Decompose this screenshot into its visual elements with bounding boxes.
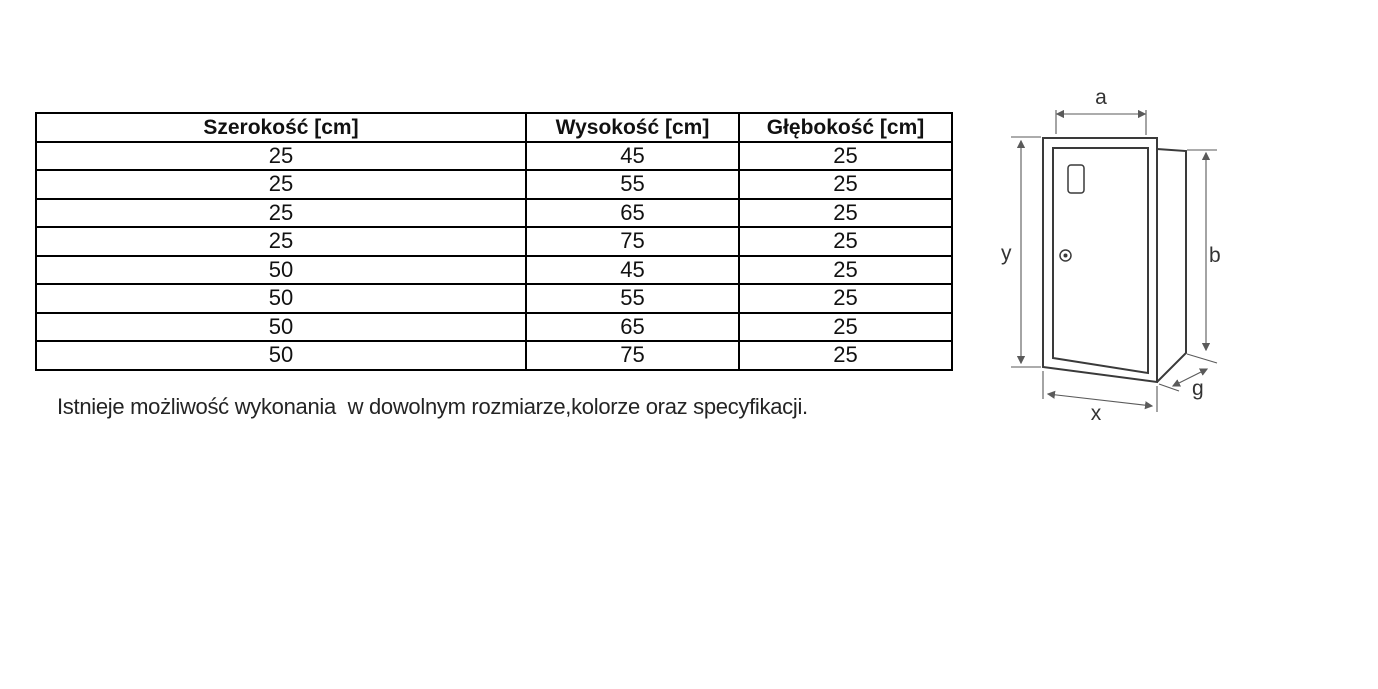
cell-height: 55	[525, 169, 740, 200]
table-row: 50 55 25	[35, 283, 953, 314]
cell-height: 45	[525, 140, 740, 171]
table-row: 50 65 25	[35, 311, 953, 342]
dimensions-table: Szerokość [cm] Wysokość [cm] Głębokość […	[35, 112, 953, 371]
dimension-label-x: x	[1091, 402, 1102, 422]
cell-width: 50	[35, 254, 527, 285]
custom-order-note: Istnieje możliwość wykonania w dowolnym …	[57, 394, 808, 419]
cell-depth: 25	[738, 340, 953, 371]
cell-depth: 25	[738, 140, 953, 171]
cell-width: 25	[35, 169, 527, 200]
dimension-label-g: g	[1192, 377, 1204, 400]
dimension-g-witness	[1158, 383, 1180, 392]
table-row: 25 45 25	[35, 140, 953, 171]
cell-depth: 25	[738, 169, 953, 200]
column-header-szerokosc: Szerokość [cm]	[35, 112, 527, 143]
cabinet-door	[1052, 147, 1149, 375]
cabinet-diagram: a y b x g	[995, 82, 1230, 422]
cell-width: 25	[35, 140, 527, 171]
table-row: 25 75 25	[35, 226, 953, 257]
table-row: 50 75 25	[35, 340, 953, 371]
cell-height: 45	[525, 254, 740, 285]
cell-depth: 25	[738, 226, 953, 257]
cabinet-side-panel	[1156, 148, 1187, 383]
column-header-glebokosc: Głębokość [cm]	[738, 112, 953, 143]
cell-width: 50	[35, 340, 527, 371]
dimension-g-line	[1171, 368, 1209, 387]
table-row: 25 65 25	[35, 197, 953, 228]
cell-height: 65	[525, 197, 740, 228]
table-row: 25 55 25	[35, 169, 953, 200]
cell-width: 25	[35, 226, 527, 257]
cell-height: 65	[525, 311, 740, 342]
cell-width: 25	[35, 197, 527, 228]
dimension-label-y: y	[1001, 242, 1012, 265]
cell-width: 50	[35, 283, 527, 314]
cell-depth: 25	[738, 254, 953, 285]
dimension-x-line	[1046, 390, 1154, 410]
cabinet-front-frame	[1042, 137, 1158, 384]
cell-height: 55	[525, 283, 740, 314]
dimension-b-witness-bottom	[1186, 353, 1218, 364]
cell-height: 75	[525, 340, 740, 371]
cell-depth: 25	[738, 283, 953, 314]
cell-depth: 25	[738, 311, 953, 342]
table-row: 50 45 25	[35, 254, 953, 285]
door-lock-icon	[1059, 249, 1072, 262]
door-lock-keyhole	[1063, 253, 1068, 258]
dimension-label-b: b	[1209, 244, 1221, 267]
cell-depth: 25	[738, 197, 953, 228]
door-window	[1067, 164, 1085, 194]
table-header-row: Szerokość [cm] Wysokość [cm] Głębokość […	[35, 112, 953, 143]
column-header-wysokosc: Wysokość [cm]	[525, 112, 740, 143]
cell-width: 50	[35, 311, 527, 342]
dimension-label-a: a	[1095, 86, 1107, 109]
cell-height: 75	[525, 226, 740, 257]
